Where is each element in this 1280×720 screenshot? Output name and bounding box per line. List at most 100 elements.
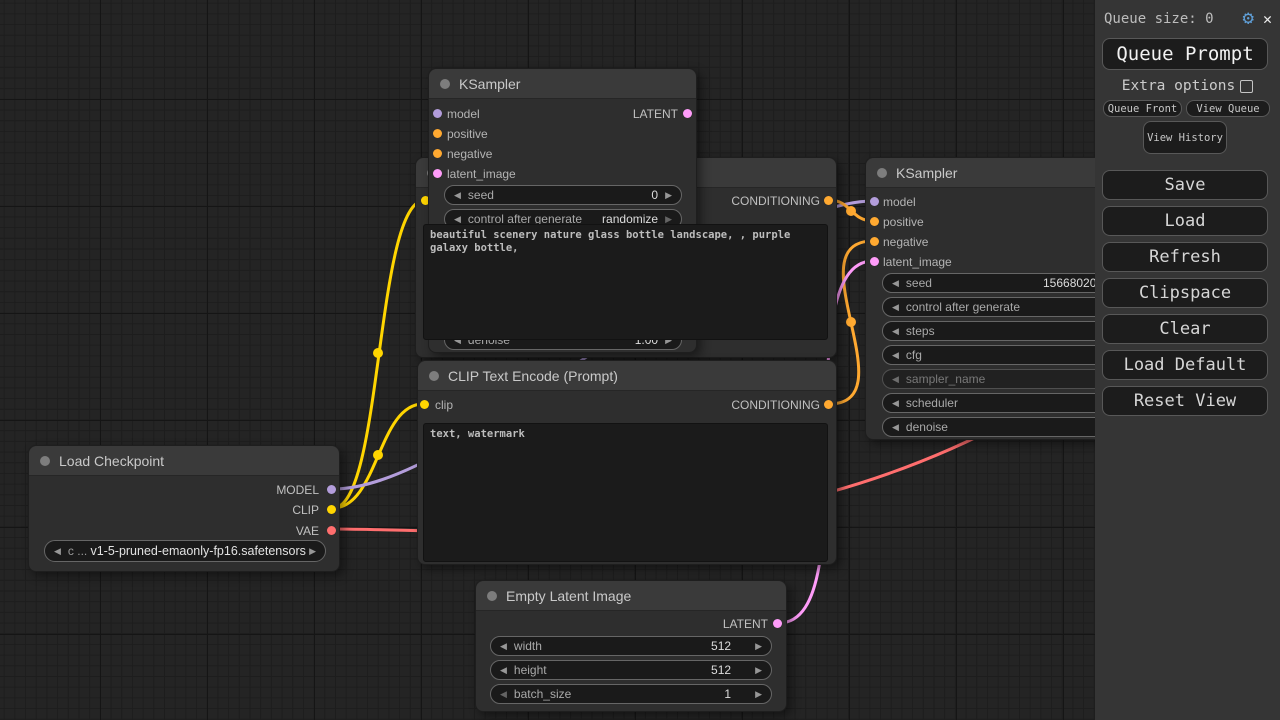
node-title-bar[interactable]: CLIP Text Encode (Prompt)	[418, 361, 836, 391]
widget-name: width	[513, 639, 542, 653]
queue-prompt-button[interactable]: Queue Prompt	[1102, 38, 1268, 70]
input-socket-clip[interactable]	[421, 196, 430, 205]
widget-seed[interactable]: ◀ seed 0 ▶	[444, 185, 682, 205]
widget-value: 512	[711, 663, 732, 677]
input-label-latent-image: latent_image	[883, 255, 952, 269]
widget-seed[interactable]: ◀ seed 1566802087	[882, 273, 1132, 293]
left-arrow-icon[interactable]: ◀	[500, 688, 507, 699]
save-button[interactable]: Save	[1102, 170, 1268, 200]
reset-view-button[interactable]: Reset View	[1102, 386, 1268, 416]
wire-midpoint	[373, 450, 383, 460]
view-history-button[interactable]: View History	[1143, 121, 1227, 154]
node-title-bar[interactable]: Load Checkpoint	[29, 446, 339, 476]
right-arrow-icon[interactable]: ▶	[755, 688, 762, 699]
close-icon[interactable]: ✕	[1262, 9, 1272, 28]
widget-name: seed	[467, 188, 494, 202]
input-label-negative: negative	[447, 147, 493, 161]
wire-midpoint	[846, 317, 856, 327]
input-socket-negative[interactable]	[870, 237, 879, 246]
widget-batch-size[interactable]: ◀ batch_size 1 ▶	[490, 684, 772, 704]
view-queue-button[interactable]: View Queue	[1186, 100, 1270, 117]
left-arrow-icon[interactable]: ◀	[892, 421, 899, 432]
left-arrow-icon[interactable]: ◀	[892, 325, 899, 336]
output-label-conditioning: CONDITIONING	[731, 398, 820, 412]
extra-options-label: Extra options	[1121, 78, 1236, 94]
left-arrow-icon[interactable]: ◀	[500, 664, 507, 675]
output-socket-clip[interactable]	[327, 505, 336, 514]
collapse-dot-icon[interactable]	[440, 78, 450, 89]
left-arrow-icon[interactable]: ◀	[454, 213, 461, 224]
widget-ckpt-name[interactable]: ◀ c ... v1-5-pruned-emaonly-fp16.safeten…	[44, 540, 326, 562]
left-arrow-icon[interactable]: ◀	[454, 189, 461, 200]
output-label-model: MODEL	[276, 483, 319, 497]
load-button[interactable]: Load	[1102, 206, 1268, 236]
output-socket-model[interactable]	[327, 485, 336, 494]
prompt-textarea-negative[interactable]: text, watermark	[423, 423, 828, 562]
widget-steps[interactable]: ◀ steps	[882, 321, 1132, 341]
collapse-dot-icon[interactable]	[487, 590, 497, 601]
queue-size-label: Queue size: 0	[1104, 10, 1214, 27]
widget-name: control after generate	[467, 212, 582, 226]
output-socket-conditioning[interactable]	[824, 400, 833, 409]
widget-denoise[interactable]: ◀ denoise	[882, 417, 1132, 437]
input-socket-clip[interactable]	[420, 400, 429, 409]
output-socket-conditioning[interactable]	[824, 196, 833, 205]
node-load-checkpoint[interactable]: Load Checkpoint MODEL CLIP VAE ◀ c ... v…	[28, 445, 340, 572]
collapse-dot-icon[interactable]	[429, 370, 439, 381]
input-socket-positive[interactable]	[433, 129, 442, 138]
widget-scheduler[interactable]: ◀ scheduler	[882, 393, 1132, 413]
left-arrow-icon[interactable]: ◀	[892, 373, 899, 384]
right-arrow-icon[interactable]: ▶	[755, 640, 762, 651]
left-arrow-icon[interactable]: ◀	[892, 349, 899, 360]
output-socket-vae[interactable]	[327, 526, 336, 535]
output-socket-latent[interactable]	[773, 619, 782, 628]
load-default-button[interactable]: Load Default	[1102, 350, 1268, 380]
input-label-negative: negative	[883, 235, 929, 249]
widget-name: control after generate	[905, 300, 1020, 314]
widget-name: height	[513, 663, 547, 677]
extra-options-checkbox[interactable]	[1240, 79, 1254, 93]
widget-height[interactable]: ◀ height 512 ▶	[490, 660, 772, 680]
clipspace-button[interactable]: Clipspace	[1102, 278, 1268, 308]
input-socket-negative[interactable]	[433, 149, 442, 158]
collapse-dot-icon[interactable]	[877, 167, 887, 178]
widget-name: sampler_name	[905, 372, 986, 386]
left-arrow-icon[interactable]: ◀	[892, 277, 899, 288]
widget-control-after-generate[interactable]: ◀ control after generate randomize	[882, 297, 1132, 317]
left-arrow-icon[interactable]: ◀	[892, 397, 899, 408]
widget-name: scheduler	[905, 396, 958, 410]
output-socket-latent[interactable]	[683, 109, 692, 118]
node-title: KSampler	[459, 75, 521, 92]
right-arrow-icon[interactable]: ▶	[665, 213, 672, 224]
extra-options-row: Extra options	[1095, 78, 1280, 94]
clear-button[interactable]: Clear	[1102, 314, 1268, 344]
queue-front-button[interactable]: Queue Front	[1103, 100, 1182, 117]
node-title-bar[interactable]: Empty Latent Image	[476, 581, 786, 611]
left-arrow-icon[interactable]: ◀	[892, 301, 899, 312]
widget-name: seed	[905, 276, 932, 290]
input-socket-latent-image[interactable]	[433, 169, 442, 178]
right-arrow-icon[interactable]: ▶	[665, 189, 672, 200]
refresh-button[interactable]: Refresh	[1102, 242, 1268, 272]
right-arrow-icon[interactable]: ▶	[309, 545, 316, 556]
widget-cfg[interactable]: ◀ cfg	[882, 345, 1132, 365]
collapse-dot-icon[interactable]	[40, 455, 50, 466]
input-socket-model[interactable]	[870, 197, 879, 206]
node-title-bar[interactable]: KSampler	[429, 69, 696, 99]
right-arrow-icon[interactable]: ▶	[755, 664, 762, 675]
input-label-positive: positive	[883, 215, 924, 229]
widget-value: randomize	[602, 212, 659, 226]
prompt-textarea-positive[interactable]: beautiful scenery nature glass bottle la…	[423, 224, 828, 340]
widget-value: 1566802087	[1043, 276, 1110, 290]
input-label-clip: clip	[435, 398, 454, 412]
output-label-latent: LATENT	[722, 617, 768, 631]
left-arrow-icon[interactable]: ◀	[500, 640, 507, 651]
input-socket-model[interactable]	[433, 109, 442, 118]
node-empty-latent-image[interactable]: Empty Latent Image LATENT ◀ width 512 ▶ …	[475, 580, 787, 712]
input-socket-positive[interactable]	[870, 217, 879, 226]
left-arrow-icon[interactable]: ◀	[54, 545, 61, 556]
settings-gear-icon[interactable]: ⚙	[1242, 7, 1254, 29]
widget-width[interactable]: ◀ width 512 ▶	[490, 636, 772, 656]
input-socket-latent-image[interactable]	[870, 257, 879, 266]
